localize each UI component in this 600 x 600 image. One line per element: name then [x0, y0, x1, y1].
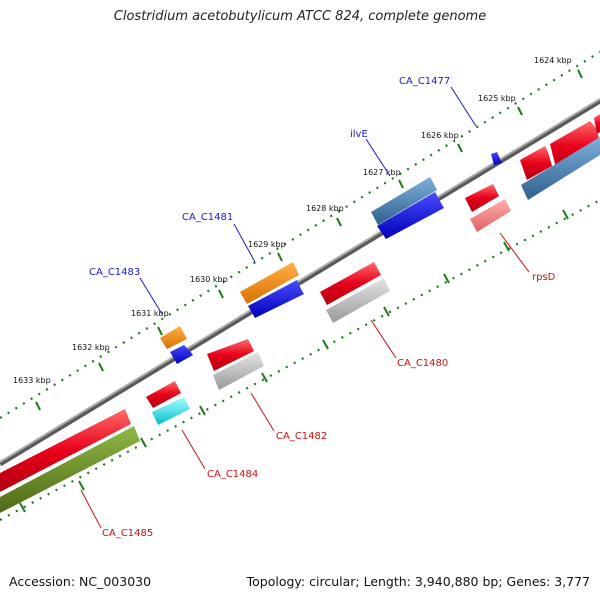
gene-arrow[interactable] [371, 177, 437, 225]
connector-line [181, 429, 206, 470]
gene-arrow[interactable] [491, 152, 502, 165]
scale-tick [336, 217, 342, 227]
gene-arrow[interactable] [320, 262, 381, 305]
connector-line [139, 277, 163, 315]
scale-tick [157, 326, 163, 336]
gene-labels: CA_C1477 ilvE CA_C1481 CA_C1483 rpsD CA_… [89, 76, 556, 539]
kbp-label: 1624 kbp [534, 56, 572, 65]
kbp-labels: 1624 kbp 1625 kbp 1626 kbp 1627 kbp 1628… [13, 56, 572, 385]
connector-line [499, 232, 530, 273]
gene-arrow[interactable] [521, 137, 600, 200]
kbp-label: 1625 kbp [478, 94, 516, 103]
kbp-label: 1632 kbp [72, 343, 110, 352]
scale-tick [199, 405, 206, 416]
backbone-shadow [0, 98, 600, 467]
scale-tick [457, 143, 463, 153]
outer-scale [0, 51, 600, 419]
connector-line [365, 138, 391, 177]
gene-arrow[interactable] [152, 397, 190, 425]
kbp-label: 1627 kbp [363, 168, 401, 177]
scale-tick [19, 502, 26, 513]
bottom-strand-genes [0, 137, 600, 513]
gene-arrow[interactable] [465, 184, 499, 212]
connector-line [233, 223, 256, 263]
scale-tick [383, 306, 390, 317]
kbp-label: 1628 kbp [306, 204, 344, 213]
gene-arrow[interactable] [248, 280, 304, 318]
outer-scale-dots [0, 51, 600, 419]
connector-line [80, 489, 102, 529]
scale-tick [98, 362, 104, 372]
connector-line [450, 86, 477, 127]
gene-label[interactable]: CA_C1477 [399, 76, 450, 87]
scale-tick [503, 241, 510, 252]
scale-tick [322, 339, 329, 350]
accession-text: Accession: NC_003030 [9, 574, 152, 589]
gene-arrow[interactable] [377, 192, 444, 239]
scale-tick [277, 252, 283, 262]
inner-scale-dots [0, 199, 600, 521]
scale-tick [78, 480, 85, 491]
gene-arrow[interactable] [550, 121, 600, 172]
scale-tick [140, 437, 147, 448]
gene-arrow[interactable] [240, 262, 299, 304]
genome-summary-text: Topology: circular; Length: 3,940,880 bp… [246, 574, 590, 589]
gene-label[interactable]: rpsD [532, 272, 556, 283]
kbp-label: 1633 kbp [13, 376, 51, 385]
gene-label[interactable]: CA_C1481 [182, 212, 233, 223]
scale-tick [517, 106, 523, 116]
inner-scale [0, 199, 600, 521]
gene-arrow[interactable] [594, 114, 600, 134]
gene-arrow[interactable] [170, 345, 193, 364]
gene-label[interactable]: CA_C1480 [397, 358, 448, 369]
gene-arrow[interactable] [0, 409, 131, 492]
scale-tick [562, 209, 569, 220]
top-label-connectors [139, 86, 477, 315]
gene-arrow[interactable] [213, 352, 264, 390]
kbp-label: 1626 kbp [421, 131, 459, 140]
kbp-label: 1630 kbp [190, 275, 228, 284]
backbone-highlight [0, 98, 600, 463]
gene-arrow[interactable] [0, 426, 140, 513]
gene-label[interactable]: CA_C1483 [89, 267, 140, 278]
genome-backbone [0, 98, 600, 467]
connector-line [370, 319, 397, 359]
gene-arrow[interactable] [207, 339, 254, 371]
map-title: Clostridium acetobutylicum ATCC 824, com… [113, 9, 487, 24]
gene-arrow[interactable] [520, 146, 552, 180]
gene-arrow[interactable] [146, 381, 181, 408]
scale-tick [577, 69, 583, 79]
gene-label[interactable]: CA_C1482 [276, 431, 327, 442]
scale-tick [35, 401, 41, 411]
gene-label[interactable]: ilvE [350, 129, 368, 140]
connector-line [250, 392, 275, 432]
scale-tick [398, 179, 404, 189]
scale-tick [443, 273, 450, 284]
gene-arrow[interactable] [326, 278, 390, 323]
kbp-label: 1631 kbp [131, 309, 169, 318]
scale-tick [218, 289, 224, 299]
kbp-label: 1629 kbp [248, 240, 286, 249]
scale-tick [261, 372, 268, 383]
gene-label[interactable]: CA_C1485 [102, 528, 153, 539]
gene-label[interactable]: CA_C1484 [207, 469, 258, 480]
gene-arrow[interactable] [160, 326, 187, 349]
gene-arrow[interactable] [470, 199, 511, 232]
top-strand-genes [160, 114, 600, 364]
bottom-label-connectors [80, 232, 530, 529]
